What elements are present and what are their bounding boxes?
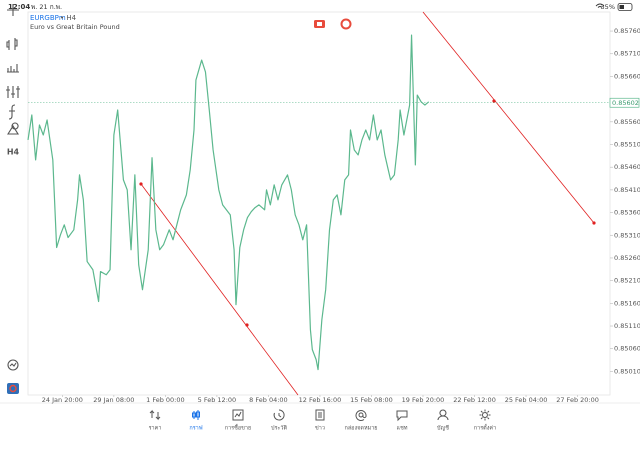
x-tick-label: 1 Feb 00:00 [146, 396, 185, 404]
battery-level [619, 5, 624, 9]
current-price-box [609, 97, 640, 108]
search-tool-line [9, 362, 17, 367]
trend-line-anchor[interactable] [592, 221, 596, 225]
nav-icon [232, 409, 244, 421]
trend-line[interactable] [422, 11, 595, 224]
nav-label: ประวัติ [271, 425, 287, 432]
trend-line[interactable] [140, 183, 299, 396]
price-line [27, 34, 430, 371]
nav-icon [437, 409, 449, 421]
nav-label: ราคา [149, 426, 162, 432]
wifi-icon [595, 3, 605, 8]
function-tool[interactable] [8, 104, 16, 120]
status-time: 12:04 [8, 3, 30, 11]
y-tick-label: 0.85160 [614, 299, 640, 307]
nav-icon [396, 410, 408, 422]
x-tick-label: 24 Jan 20:00 [42, 396, 83, 404]
x-tick-label: 22 Feb 12:00 [453, 396, 496, 404]
chart-frame [27, 11, 611, 396]
y-tick-label: 0.85310 [614, 231, 640, 239]
y-tick-label: 0.85410 [614, 186, 640, 194]
indicator-icon [340, 18, 352, 30]
x-tick-label: 12 Feb 16:00 [299, 396, 342, 404]
trade-button-icon [9, 384, 17, 393]
description: Euro vs Great Britain Pound [30, 23, 120, 31]
candles-tool[interactable] [6, 38, 18, 50]
trend-line-anchor[interactable] [245, 323, 249, 327]
nav-tab[interactable]: แชท [396, 410, 408, 432]
y-tick-label: 0.85710 [614, 50, 640, 58]
x-tick-label: 27 Feb 20:00 [556, 396, 599, 404]
nav-tab[interactable]: การตั้งค่า [474, 409, 496, 432]
y-tick-label: 0.85760 [614, 27, 640, 35]
x-tick-label: 5 Feb 12:00 [198, 396, 237, 404]
timeframe-button[interactable]: H4 [7, 148, 20, 157]
status-date: พ. 21 ก.พ. [31, 3, 62, 11]
search-tool[interactable] [7, 359, 19, 371]
nav-label: ข่าว [315, 426, 325, 432]
nav-tab[interactable]: กล่องจดหมาย [344, 410, 378, 432]
y-tick-label: 0.85510 [614, 141, 640, 149]
trend-line-anchor[interactable] [139, 182, 143, 186]
y-tick-label: 0.85260 [614, 254, 640, 262]
battery-icon [617, 3, 633, 11]
x-tick-label: 19 Feb 20:00 [402, 396, 445, 404]
nav-icon [479, 409, 491, 421]
y-tick-label: 0.85660 [614, 72, 640, 80]
x-tick-label: 25 Feb 04:00 [505, 396, 548, 404]
nav-icon [355, 410, 367, 421]
x-tick-label: 29 Jan 08:00 [93, 396, 134, 404]
objects-tool[interactable] [7, 122, 19, 135]
current-price-label: 0.85602 [612, 99, 639, 107]
nav-icon [192, 410, 200, 420]
trade-button[interactable] [7, 383, 19, 394]
nav-label: กล่องจดหมาย [344, 426, 377, 432]
x-tick-label: 15 Feb 08:00 [350, 396, 393, 404]
nav-label: การตั้งค่า [474, 424, 496, 432]
indicators-tool[interactable] [6, 86, 20, 98]
nav-tab[interactable]: กราฟ [189, 410, 203, 432]
nav-tab[interactable]: ราคา [149, 409, 162, 432]
nav-tab[interactable]: บัญชี [437, 409, 449, 432]
nav-label: การซื้อขาย [225, 424, 251, 432]
nav-label: แชท [397, 425, 408, 432]
y-tick-label: 0.85010 [614, 367, 640, 375]
left-toolbar [6, 4, 20, 371]
nav-tab[interactable]: ข่าว [315, 409, 325, 432]
y-tick-label: 0.85060 [614, 345, 640, 353]
nav-tab[interactable]: ประวัติ [271, 409, 287, 432]
status-battery: 35% [601, 3, 615, 11]
nav-label: บัญชี [437, 425, 449, 432]
nav-icon [315, 409, 325, 421]
nav-tab[interactable]: การซื้อขาย [225, 409, 251, 432]
y-tick-label: 0.85110 [614, 322, 640, 330]
y-tick-label: 0.85460 [614, 163, 640, 171]
period: • H4 [60, 14, 77, 22]
flag-icon-inner [317, 22, 322, 26]
y-tick-label: 0.85360 [614, 209, 640, 217]
symbol[interactable]: EURGBPm [30, 14, 66, 22]
y-tick-label: 0.85210 [614, 277, 640, 285]
bars-tool[interactable] [7, 64, 19, 73]
y-tick-label: 0.85560 [614, 118, 640, 126]
crosshair-tool[interactable] [7, 4, 19, 16]
nav-icon [273, 409, 285, 421]
x-tick-label: 8 Feb 04:00 [249, 396, 288, 404]
nav-icon [149, 409, 161, 421]
trend-line-anchor[interactable] [492, 99, 496, 103]
nav-label: กราฟ [189, 425, 202, 432]
